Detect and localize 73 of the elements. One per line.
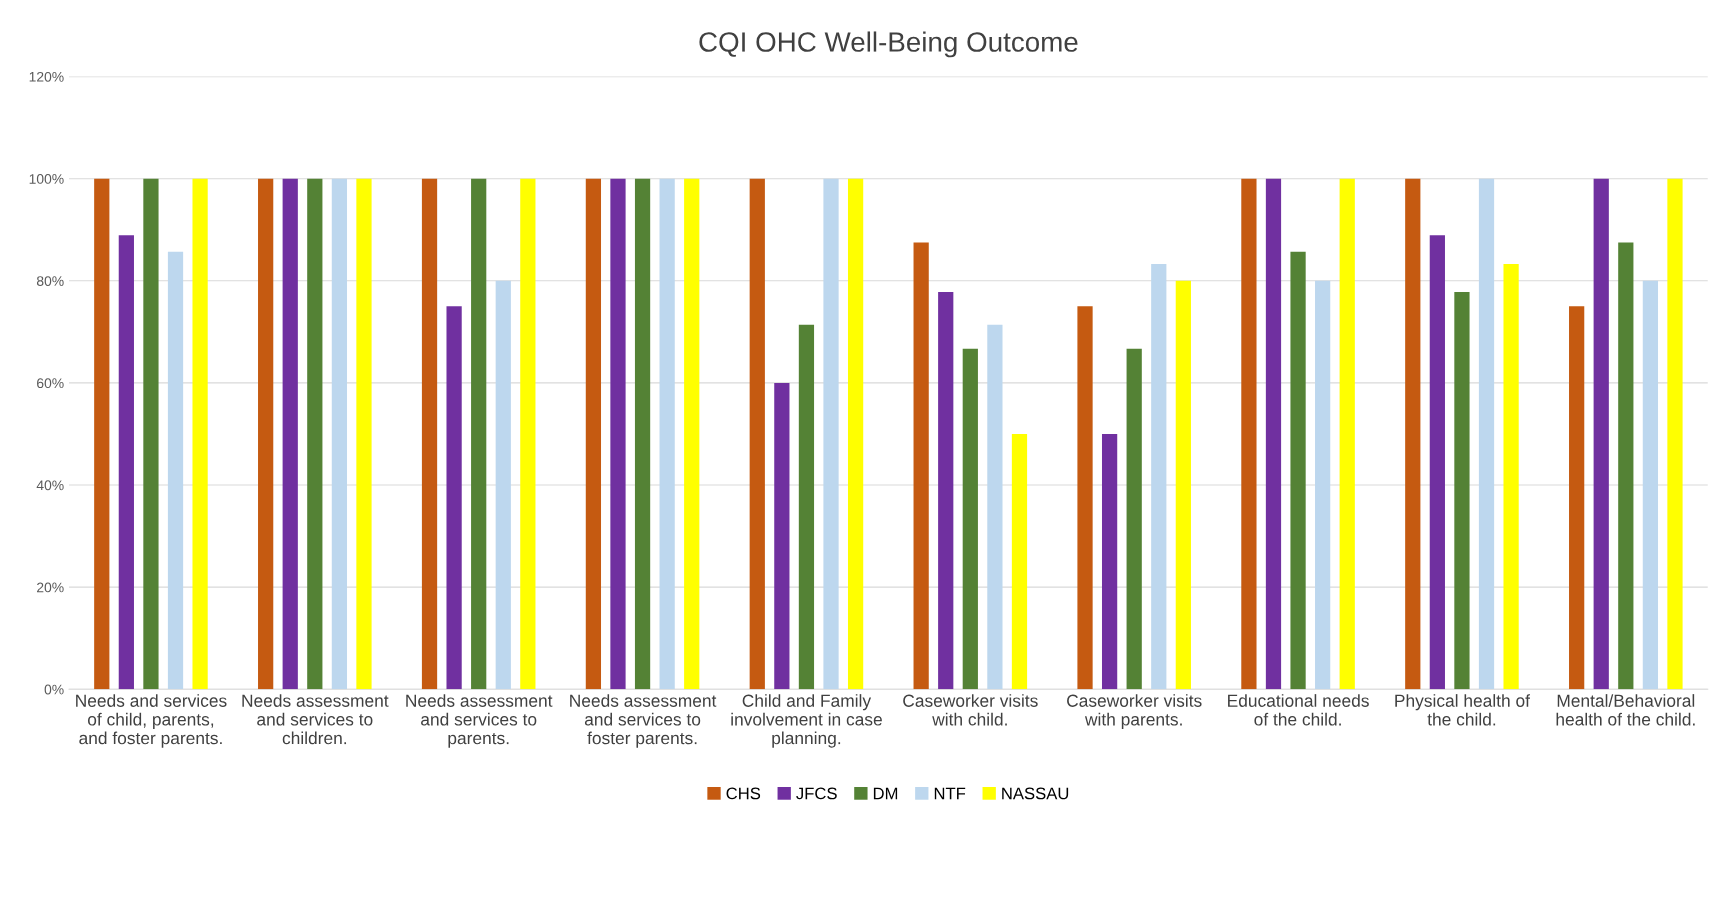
bar: [1618, 242, 1634, 690]
bar: [1175, 280, 1191, 690]
bar: [938, 292, 954, 690]
bar: [331, 178, 348, 690]
bar: [192, 178, 208, 690]
bar: [1454, 292, 1470, 690]
bar: [1478, 178, 1495, 690]
legend-label: CHS: [726, 787, 761, 800]
bar: [774, 382, 790, 690]
x-tick-label: Needs assessment and services to children.: [242, 694, 389, 745]
bar: [1339, 178, 1355, 690]
chart-title: CQI OHC Well-Being Outcome: [699, 31, 1078, 58]
x-tick-label: Educational needs of the child.: [1228, 694, 1369, 726]
x-tick-label: Needs and services of child, parents, and foster parents.: [76, 694, 227, 748]
legend-label: DM: [873, 787, 898, 800]
legend-label: NASSAU: [1002, 787, 1069, 800]
bar: [356, 178, 372, 690]
bar: [1101, 433, 1118, 690]
x-tick-label: Caseworker visits with child.: [903, 694, 1038, 726]
bar: [610, 178, 626, 690]
bar: [495, 280, 511, 690]
bar: [143, 178, 159, 690]
bar: [659, 178, 675, 690]
x-tick-label: Mental/Behavioral health of the child.: [1556, 694, 1695, 726]
x-tick-label: Needs assessment and services to foster parents.: [570, 694, 717, 748]
bar: [118, 235, 134, 690]
bar: [1593, 178, 1609, 690]
y-tick-label: 40%: [36, 480, 64, 491]
bar: [1126, 348, 1142, 690]
bar: [1503, 263, 1519, 690]
bar: [1642, 280, 1659, 690]
y-tick-label: 80%: [36, 276, 64, 286]
bar: [421, 178, 438, 690]
bar: [684, 178, 700, 690]
bar: [1569, 306, 1585, 690]
bar: [823, 178, 839, 690]
bar: [1241, 178, 1257, 690]
bar: [282, 178, 298, 690]
x-tick-label: Needs assessment and services to parents.: [406, 694, 553, 748]
bar: [1077, 306, 1093, 690]
bar: [1011, 433, 1028, 690]
bar: [1315, 280, 1331, 690]
bar: [167, 251, 184, 690]
bar: [847, 178, 864, 690]
bar: [94, 178, 110, 690]
bar: [1290, 251, 1306, 690]
bar: [585, 178, 602, 690]
legend-label: JFCS: [796, 787, 837, 800]
bar: [258, 178, 274, 690]
bar: [987, 324, 1003, 690]
bar: [798, 324, 815, 690]
bar: [446, 306, 462, 690]
y-tick-label: 0%: [44, 684, 64, 695]
bar: [1405, 178, 1421, 690]
bar: [1151, 263, 1167, 690]
y-tick-label: 120%: [29, 71, 64, 82]
legend-label: NTF: [934, 787, 966, 800]
y-tick-label: 100%: [29, 174, 64, 184]
x-tick-label: Caseworker visits with parents.: [1067, 694, 1202, 730]
bar: [1265, 178, 1282, 690]
y-tick-label: 20%: [37, 582, 64, 593]
bar: [307, 178, 323, 690]
bar: [913, 242, 929, 690]
bar: [962, 348, 978, 690]
bar: [471, 178, 487, 690]
bar: [1667, 178, 1683, 690]
bar: [634, 178, 651, 690]
bar: [749, 178, 765, 690]
x-tick-label: Child and Family involvement in case planning.: [731, 694, 882, 748]
bar: [1429, 235, 1445, 690]
x-tick-label: Physical health of the child.: [1395, 694, 1530, 726]
bar: [520, 178, 536, 690]
y-tick-label: 60%: [37, 378, 64, 389]
